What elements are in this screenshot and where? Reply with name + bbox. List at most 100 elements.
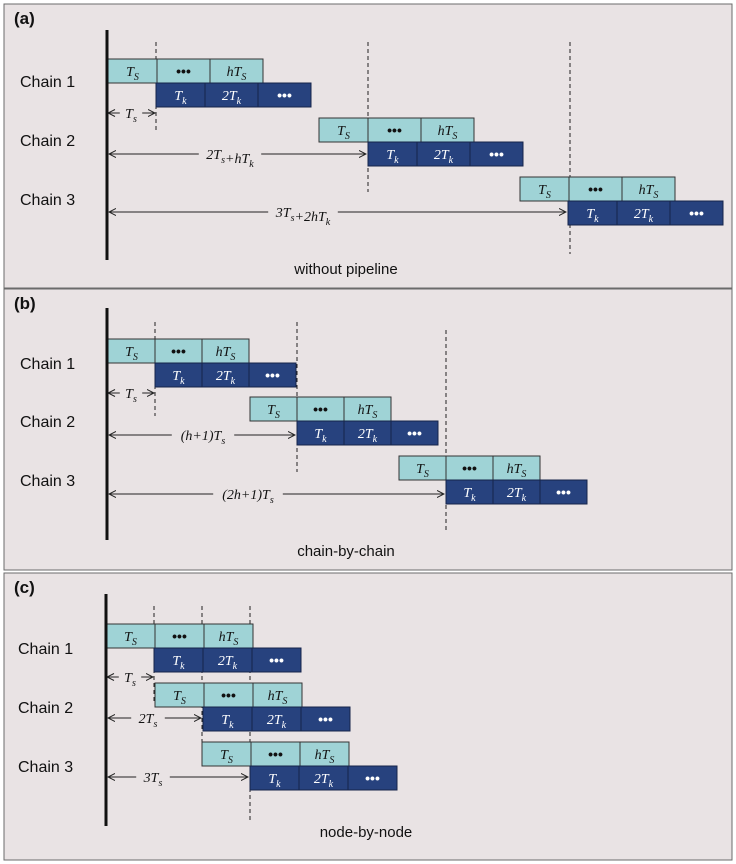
timing-label: (h+1)Ts — [181, 429, 226, 447]
timing-arrow: 3Ts+2hTk — [109, 206, 566, 228]
compute-cell — [251, 647, 302, 673]
timing-arrow: Ts — [108, 671, 153, 689]
timing-label: (2h+1)Ts — [222, 488, 274, 506]
compute-cell — [492, 479, 541, 505]
sync-cell — [203, 623, 254, 649]
panel-b: (b) chain-by-chain Chain 1 TS ••• hTS Tk 2Tk •••… — [3, 288, 733, 571]
chain-1: Chain 1 TS ••• hTS Tk 2Tk ••• — [20, 338, 297, 388]
sync-cell-label: TS — [416, 462, 429, 480]
sync-cell-label: ••• — [172, 628, 187, 644]
chain-3: Chain 3 TS ••• hTS Tk 2Tk ••• — [20, 455, 588, 505]
chain-label: Chain 2 — [18, 700, 73, 717]
sync-cell-label: hTS — [639, 183, 659, 201]
sync-cell-label: ••• — [221, 687, 236, 703]
sync-cell — [621, 176, 676, 202]
panel-letter: (a) — [14, 9, 35, 28]
sync-cell — [299, 741, 350, 767]
compute-cell-label: 2Tk — [222, 89, 242, 107]
sync-cell — [420, 117, 475, 143]
sync-cell-label: hTS — [219, 630, 239, 648]
chain-label: Chain 3 — [18, 759, 73, 776]
panel-letter: (c) — [14, 578, 35, 597]
sync-cell — [154, 338, 203, 364]
chain-label: Chain 1 — [20, 356, 75, 373]
compute-cell — [251, 706, 302, 732]
sync-cell-label: hTS — [268, 689, 288, 707]
timing-label: Ts — [124, 671, 136, 689]
compute-cell — [298, 765, 349, 791]
compute-cell — [539, 479, 588, 505]
compute-cell — [201, 362, 250, 388]
compute-cell-label: ••• — [365, 770, 380, 786]
compute-cell — [154, 362, 203, 388]
compute-cell-label: Tk — [268, 772, 281, 790]
panel-c: (c) node-by-node Chain 1 TS ••• hTS Tk 2Tk ••• Ch… — [3, 572, 733, 861]
timing-label: Ts — [125, 107, 137, 125]
timing-label: 3Ts+2hTk — [275, 206, 331, 228]
compute-cell-label: 2Tk — [507, 486, 527, 504]
compute-cell-label: 2Tk — [358, 427, 378, 445]
sync-cell-label: hTS — [358, 403, 378, 421]
compute-cell — [257, 82, 312, 108]
timing-label: 3Ts — [143, 771, 163, 789]
compute-cell-label: 2Tk — [218, 654, 238, 672]
sync-cell-label: TS — [220, 748, 233, 766]
sync-cell-label: ••• — [176, 63, 191, 79]
compute-cell-label: ••• — [277, 87, 292, 103]
compute-cell-label: ••• — [318, 711, 333, 727]
panel-background — [3, 572, 733, 861]
sync-cell-label: ••• — [462, 460, 477, 476]
compute-cell-label: Tk — [386, 148, 399, 166]
compute-cell — [343, 420, 392, 446]
compute-cell-label: ••• — [407, 425, 422, 441]
compute-cell — [202, 706, 253, 732]
sync-cell-label: TS — [125, 345, 138, 363]
sync-cell — [154, 623, 205, 649]
compute-cell-label: 2Tk — [434, 148, 454, 166]
sync-cell — [318, 117, 369, 143]
compute-cell — [416, 141, 471, 167]
compute-cell-label: ••• — [556, 484, 571, 500]
compute-cell-label: Tk — [463, 486, 476, 504]
compute-cell — [616, 200, 671, 226]
compute-cell-label: 2Tk — [314, 772, 334, 790]
chain-3: Chain 3 TS ••• hTS Tk 2Tk ••• — [18, 741, 398, 791]
chain-label: Chain 2 — [20, 133, 75, 150]
compute-cell-label: 2Tk — [634, 207, 654, 225]
sync-cell-label: hTS — [507, 462, 527, 480]
compute-cell-label: 2Tk — [216, 369, 236, 387]
sync-cell — [201, 338, 250, 364]
panel-caption: chain-by-chain — [297, 543, 395, 560]
chain-label: Chain 3 — [20, 192, 75, 209]
sync-cell — [296, 396, 345, 422]
compute-cell — [300, 706, 351, 732]
timing-arrow: Ts — [109, 387, 154, 405]
compute-cell — [204, 82, 259, 108]
compute-cell — [367, 141, 418, 167]
timing-label: 2Ts+hTk — [206, 148, 254, 170]
timing-label: 2Ts — [139, 712, 158, 730]
sync-cell-label: TS — [126, 65, 139, 83]
compute-cell-label: ••• — [489, 146, 504, 162]
sync-cell — [519, 176, 570, 202]
timing-arrow: Ts — [109, 107, 155, 125]
timing-label: Ts — [125, 387, 137, 405]
sync-cell-label: hTS — [216, 345, 236, 363]
panel-caption: node-by-node — [320, 824, 413, 841]
timing-arrow: (h+1)Ts — [109, 429, 295, 447]
chain-1: Chain 1 TS ••• hTS Tk 2Tk ••• — [20, 58, 312, 108]
compute-cell-label: Tk — [314, 427, 327, 445]
chain-label: Chain 1 — [18, 641, 73, 658]
chain-2: Chain 2 TS ••• hTS Tk 2Tk ••• — [20, 396, 439, 446]
panel-caption: without pipeline — [293, 261, 397, 278]
compute-cell — [469, 141, 524, 167]
compute-cell — [153, 647, 204, 673]
sync-cell-label: TS — [538, 183, 551, 201]
sync-cell-label: hTS — [315, 748, 335, 766]
chain-label: Chain 3 — [20, 473, 75, 490]
timing-arrow: 2Ts+hTk — [109, 148, 366, 170]
sync-cell-label: hTS — [227, 65, 247, 83]
timing-arrow: 2Ts — [108, 712, 201, 730]
chain-1: Chain 1 TS ••• hTS Tk 2Tk ••• — [18, 623, 302, 673]
